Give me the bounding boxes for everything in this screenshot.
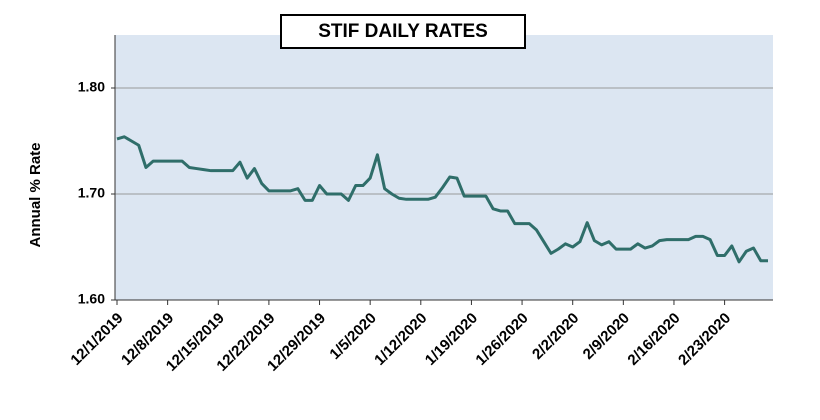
x-tick-label: 1/19/2020 (422, 310, 481, 369)
y-tick-label: 1.80 (78, 79, 105, 95)
y-tick-label: 1.70 (78, 185, 105, 201)
y-axis-label: Annual % Rate (27, 142, 44, 247)
x-tick-label: 1/26/2020 (472, 310, 531, 369)
data-line (116, 135, 768, 264)
plot-area (115, 35, 773, 300)
x-tick-label: 2/23/2020 (675, 310, 734, 369)
chart-title: STIF DAILY RATES (318, 21, 488, 42)
x-tick-label: 2/16/2020 (624, 310, 683, 369)
x-tick-label: 1/12/2020 (371, 310, 430, 369)
x-tick-label: 12/1/2019 (67, 310, 126, 369)
x-tick-label: 2/2/2020 (529, 310, 582, 363)
y-tick-label: 1.60 (78, 291, 105, 307)
title-box (280, 14, 526, 49)
